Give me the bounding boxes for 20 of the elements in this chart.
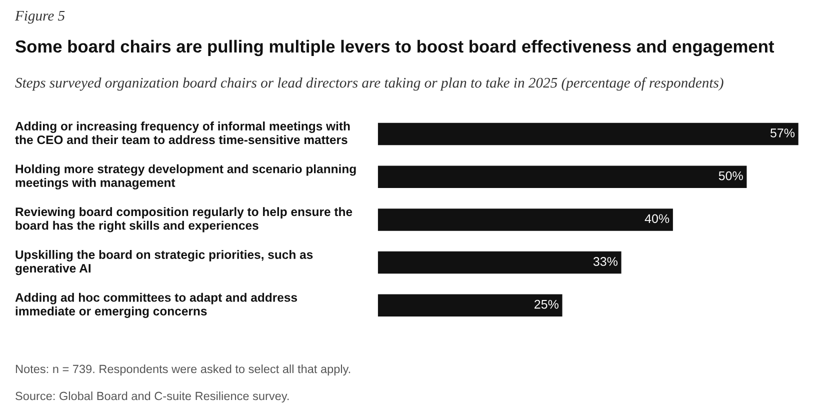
source-note: Source: Global Board and C-suite Resilience survey. bbox=[16, 391, 289, 403]
bar bbox=[378, 294, 562, 317]
bar bbox=[378, 166, 747, 188]
data-label: 40% bbox=[644, 214, 670, 224]
bar bbox=[378, 251, 622, 274]
data-label: 50% bbox=[718, 171, 743, 180]
bar bbox=[378, 208, 673, 231]
y-tick-label: Upskilling the board on strategic priorities, such as generative AI bbox=[16, 250, 313, 276]
caption: Figure 5 bbox=[14, 10, 65, 24]
chart-subtitle: Steps surveyed organization board chairs or lead directors are taking or plan to take in 2025 (percentage of respondents) bbox=[15, 77, 724, 91]
chart-title: Some board chairs are pulling multiple levers to boost board effectiveness and engagement bbox=[16, 40, 774, 56]
data-label: 25% bbox=[534, 300, 558, 309]
y-tick-label: Holding more strategy development and scenario planning meetings with management bbox=[16, 164, 356, 190]
bar bbox=[378, 122, 798, 146]
y-tick-label: Reviewing board composition regularly to help ensure the board has the right skills and experiences bbox=[16, 207, 352, 232]
y-tick-label: Adding or increasing frequency of informal meetings with the CEO and their team to address time-sensitive matters bbox=[15, 122, 350, 144]
data-label: 33% bbox=[593, 257, 618, 266]
text: Notes: n = 739. Respondents were asked to select all that apply. bbox=[16, 364, 350, 376]
y-tick-label: Adding ad hoc committees to adapt and address immediate or emerging concerns bbox=[15, 292, 298, 318]
data-label: 57% bbox=[770, 128, 795, 138]
